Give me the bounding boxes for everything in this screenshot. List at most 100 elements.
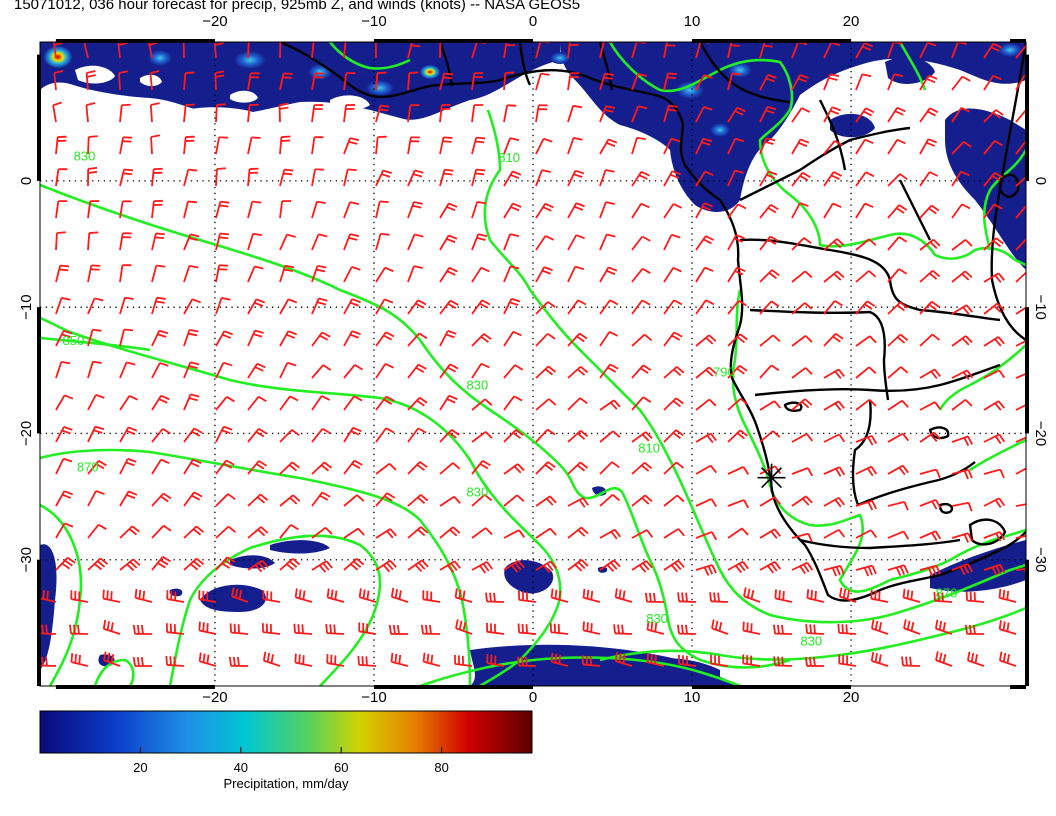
wind-barb [855,238,877,251]
wind-barb [727,266,746,283]
wind-barb [439,299,459,315]
wind-barb [261,623,281,635]
wind-barb [439,234,458,251]
wind-barb [919,74,938,91]
wind-barb [535,560,557,574]
wind-barb [1015,271,1026,283]
wind-barb [439,266,458,283]
border-10 [898,179,932,241]
wind-barb [503,560,525,573]
wind-barb [887,173,908,187]
wind-barb [823,106,842,123]
wind-barb [983,468,1005,479]
wind-barb [343,137,360,155]
wind-barb [823,270,845,283]
wind-barb [663,366,685,379]
wind-barb [343,104,356,123]
wind-barb [599,299,619,315]
wind-barb [855,499,877,511]
wind-barb [343,558,365,571]
wind-barb [903,619,921,635]
frame-bars [37,39,1029,689]
axis-tick-labels: −20 −20 −10 −10 0 0 10 10 20 20 0 0 −10 −10 −20 −20 −30 −… [18,13,1049,706]
wind-barb [919,300,940,315]
contour-label: 850 [63,333,85,348]
wind-barb [87,328,102,347]
wind-barb [518,590,537,603]
wind-barb [119,200,132,219]
wind-barb [646,620,665,635]
wind-barb [87,460,107,475]
wind-barb [311,364,332,379]
wind-barb [343,395,363,411]
wind-barb [613,624,633,635]
wind-barb [1015,204,1026,219]
wind-barb [759,561,782,574]
wind-barb [599,331,618,347]
wind-barb [87,557,109,571]
wind-barb [183,135,195,155]
wind-barb [663,72,677,91]
wind-barb [599,528,622,540]
wind-barb [759,364,780,379]
border-south [799,538,961,550]
wind-barb [838,654,857,667]
wind-barb [117,42,128,59]
wind-barb [663,233,681,251]
wind-barb [855,171,875,187]
precip-equator-east [830,113,875,138]
wind-barb [567,397,588,411]
wind-barb [343,527,365,539]
wind-barb [247,72,260,91]
precip-gaps [75,65,370,149]
wind-barb [678,654,697,667]
wind-barb [87,135,98,155]
wind-barb [663,461,684,475]
wind-barb [390,652,409,667]
wind-barb [887,73,904,91]
lat-tick-label-left: −20 [18,421,35,446]
wind-barb [695,202,714,219]
wind-barb [119,490,138,507]
wind-barb [471,494,493,507]
wind-barb [375,298,394,315]
wind-barb [887,301,908,315]
contour-850-c [168,534,382,686]
wind-barb [919,171,939,187]
wind-barb [151,458,170,475]
wind-barb [149,102,160,123]
wind-barb [791,367,813,379]
wind-barb [215,103,226,123]
wind-barb [535,301,556,315]
wind-barb [582,621,601,635]
wind-barb [727,203,747,219]
wind-barb [1015,306,1026,315]
wind-barb [279,494,301,507]
wind-barb [279,264,295,283]
wind-barb [132,624,153,635]
wind-barb [183,103,195,123]
wind-barb [358,622,377,635]
frame-bar-top [373,39,533,43]
lon-tick-label-bottom: −10 [361,689,386,706]
wind-barb [503,71,515,91]
wind-barb [631,333,653,347]
wind-barb [631,105,648,123]
wind-barb [183,458,202,475]
wind-barb [550,588,569,603]
wind-barb [727,42,741,59]
wind-barb [887,501,909,511]
lake-1 [968,518,1007,546]
wind-barb [119,361,136,379]
wind-barb [70,590,89,603]
wind-barb [311,72,324,91]
wind-barb [983,272,1005,283]
wind-barb [55,329,73,347]
wind-barb [677,592,697,603]
wind-barb [439,330,457,347]
wind-barb [951,270,973,283]
wind-barb [727,397,749,411]
wind-barb [806,589,825,603]
wind-barb [388,624,409,635]
wind-barb [631,529,654,539]
